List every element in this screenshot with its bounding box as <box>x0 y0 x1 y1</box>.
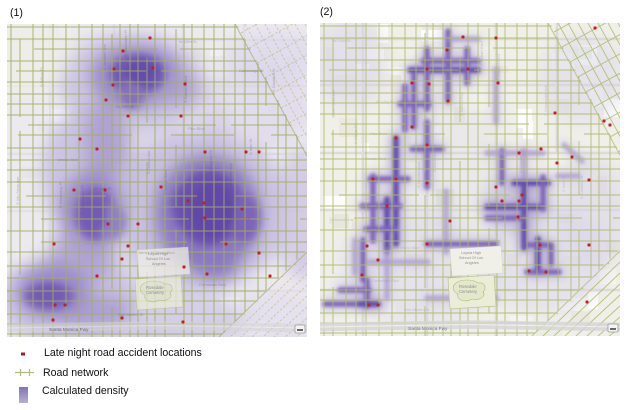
svg-text:Rosedale: Rosedale <box>459 284 477 289</box>
svg-text:Loyola High: Loyola High <box>461 251 481 255</box>
svg-text:Pico Blvd: Pico Blvd <box>188 126 205 131</box>
svg-text:W 15th St: W 15th St <box>179 39 197 44</box>
svg-text:S Wilton Pl: S Wilton Pl <box>353 124 358 144</box>
svg-text:Santa Monica Fwy: Santa Monica Fwy <box>49 327 89 333</box>
svg-text:Venice Blvd: Venice Blvd <box>365 156 386 161</box>
svg-text:S Irolo St: S Irolo St <box>248 138 253 155</box>
svg-text:S Normandie Ave: S Normandie Ave <box>543 84 548 116</box>
svg-text:S Oxford Ave: S Oxford Ave <box>459 92 464 116</box>
svg-text:S Western Ave: S Western Ave <box>416 161 421 188</box>
svg-text:Crenshaw Blvd: Crenshaw Blvd <box>372 278 399 283</box>
svg-text:S Wilton Pl: S Wilton Pl <box>39 67 44 87</box>
svg-text:School Of Los: School Of Los <box>146 257 170 261</box>
svg-text:S Western Ave: S Western Ave <box>102 43 107 70</box>
svg-text:James M Wood Blvd: James M Wood Blvd <box>138 250 175 255</box>
svg-text:Cambridge St: Cambridge St <box>239 68 264 73</box>
svg-text:W 12th St: W 12th St <box>116 104 134 109</box>
svg-text:Crenshaw Blvd: Crenshaw Blvd <box>199 282 226 287</box>
svg-text:School Of Los: School Of Los <box>459 256 483 260</box>
svg-text:S Gramercy Pl: S Gramercy Pl <box>58 182 63 208</box>
svg-text:James M Wood Blvd: James M Wood Blvd <box>383 245 420 250</box>
svg-text:S St Andrews Pl: S St Andrews Pl <box>80 185 85 214</box>
svg-text:W 14th St: W 14th St <box>362 192 380 197</box>
svg-text:S Kingsley Dr: S Kingsley Dr <box>518 148 523 173</box>
svg-text:W 12th St: W 12th St <box>376 99 394 104</box>
svg-text:S Hobart Blvd: S Hobart Blvd <box>479 41 484 66</box>
svg-text:S Oxford Ave: S Oxford Ave <box>146 150 151 174</box>
svg-text:S Manhattan Pl: S Manhattan Pl <box>123 30 128 57</box>
svg-text:S Harvard Blvd: S Harvard Blvd <box>183 76 188 103</box>
svg-text:Santa Monica Fwy: Santa Monica Fwy <box>408 326 448 332</box>
svg-text:Angeles: Angeles <box>152 262 166 266</box>
svg-text:Leeward Ave: Leeward Ave <box>227 216 251 221</box>
svg-text:Angeles: Angeles <box>465 261 479 265</box>
svg-text:S Catalina St: S Catalina St <box>271 68 276 92</box>
svg-text:S Gramercy Pl: S Gramercy Pl <box>375 203 380 229</box>
svg-text:Cemetery: Cemetery <box>146 290 165 295</box>
svg-text:S St Andrews Pl: S St Andrews Pl <box>396 213 401 242</box>
svg-text:Pico Blvd: Pico Blvd <box>370 131 387 136</box>
svg-text:Loyola High: Loyola High <box>148 252 168 256</box>
svg-text:S Kingsley Dr: S Kingsley Dr <box>208 149 213 174</box>
svg-text:Leeward Ave: Leeward Ave <box>330 217 354 222</box>
svg-text:S Catalina St: S Catalina St <box>579 175 584 199</box>
svg-text:S Harvard Blvd: S Harvard Blvd <box>496 54 501 81</box>
svg-text:W 14th St: W 14th St <box>94 186 112 191</box>
svg-text:San Marino St: San Marino St <box>118 312 144 317</box>
svg-text:S Normandie Ave: S Normandie Ave <box>228 162 233 194</box>
svg-text:Cemetery: Cemetery <box>459 289 478 294</box>
svg-text:S Irolo St: S Irolo St <box>561 175 566 192</box>
svg-text:S Van Ness Ave: S Van Ness Ave <box>331 89 336 118</box>
svg-text:S Van Ness Ave: S Van Ness Ave <box>15 176 20 205</box>
svg-text:S Manhattan Pl: S Manhattan Pl <box>432 145 437 172</box>
svg-text:W 15th St: W 15th St <box>333 38 351 43</box>
svg-text:San Marino St: San Marino St <box>404 307 430 312</box>
svg-text:Rosedale: Rosedale <box>146 285 164 290</box>
svg-text:S Hobart Blvd: S Hobart Blvd <box>163 170 168 195</box>
svg-text:Venice Blvd: Venice Blvd <box>57 157 78 162</box>
svg-text:Cambridge St: Cambridge St <box>434 68 459 73</box>
